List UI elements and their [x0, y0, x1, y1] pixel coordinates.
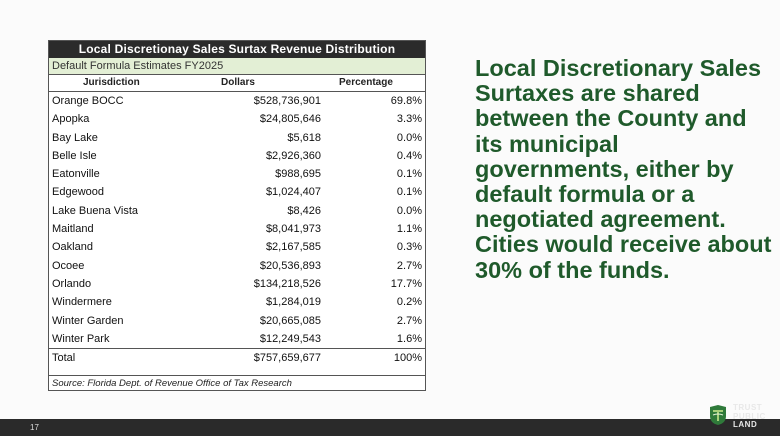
total-dollars: $757,659,677 — [253, 352, 321, 365]
cell-jurisdiction: Apopka — [52, 113, 90, 126]
cell-dollars: $528,736,901 — [253, 95, 321, 107]
table-row: Maitland $8,041,973 1.1% — [49, 220, 425, 238]
header-percentage: Percentage — [339, 77, 393, 88]
cell-percentage: 0.1% — [396, 168, 422, 181]
table-row: Edgewood $1,024,407 0.1% — [49, 183, 425, 201]
table-row: Belle Isle $2,926,360 0.4% — [49, 147, 425, 165]
cell-dollars: $5,618 — [287, 131, 321, 144]
table-row: Apopka $24,805,646 3.3% — [49, 110, 425, 128]
cell-dollars: $24,805,646 — [259, 113, 321, 126]
cell-dollars: $8,426 — [287, 204, 321, 217]
table-source-note: Source: Florida Dept. of Revenue Office … — [49, 375, 425, 390]
cell-percentage: 0.0% — [396, 131, 422, 144]
cell-dollars: $8,041,973 — [265, 223, 321, 236]
cell-jurisdiction: Edgewood — [52, 186, 104, 199]
cell-percentage: 0.1% — [396, 186, 422, 199]
table-row: Orlando $134,218,526 17.7% — [49, 275, 425, 293]
table-row: Winter Park $12,249,543 1.6% — [49, 330, 425, 348]
revenue-distribution-table: Local Discretionay Sales Surtax Revenue … — [48, 40, 426, 391]
logo-text: TRUST PUBLIC LAND — [733, 403, 766, 430]
cell-jurisdiction: Orange BOCC — [52, 95, 124, 107]
cell-dollars: $12,249,543 — [259, 332, 321, 345]
table-title: Local Discretionay Sales Surtax Revenue … — [49, 41, 425, 58]
table-row: Oakland $2,167,585 0.3% — [49, 238, 425, 256]
cell-percentage: 1.6% — [396, 332, 422, 345]
cell-jurisdiction: Bay Lake — [52, 131, 98, 144]
cell-jurisdiction: Winter Park — [52, 332, 110, 345]
table-row: Orange BOCC $528,736,901 69.8% — [49, 92, 425, 110]
cell-dollars: $20,536,893 — [259, 259, 321, 272]
table-row: Windermere $1,284,019 0.2% — [49, 293, 425, 311]
cell-percentage: 0.3% — [396, 241, 422, 254]
table-subtitle: Default Formula Estimates FY2025 — [49, 58, 425, 75]
cell-jurisdiction: Belle Isle — [52, 149, 97, 162]
header-jurisdiction: Jurisdiction — [83, 77, 140, 88]
table-header-row: Jurisdiction Dollars Percentage — [49, 75, 425, 92]
cell-jurisdiction: Ocoee — [52, 259, 85, 272]
logo: TRUST PUBLIC LAND — [708, 402, 774, 432]
cell-dollars: $134,218,526 — [253, 277, 321, 290]
trust-for-public-land-logo-icon — [710, 405, 726, 425]
slide-body-text: Local Discretionary Sales Surtaxes are s… — [475, 55, 772, 283]
cell-percentage: 69.8% — [390, 95, 422, 107]
cell-jurisdiction: Eatonville — [52, 168, 100, 181]
total-label: Total — [52, 352, 76, 365]
table-row: Eatonville $988,695 0.1% — [49, 165, 425, 183]
cell-jurisdiction: Orlando — [52, 277, 92, 290]
cell-jurisdiction: Oakland — [52, 241, 93, 254]
logo-text-line-3: LAND — [733, 420, 758, 429]
footer-bar: 17 — [0, 419, 780, 436]
cell-percentage: 2.7% — [396, 259, 422, 272]
cell-percentage: 0.4% — [396, 149, 422, 162]
cell-dollars: $2,167,585 — [265, 241, 321, 254]
cell-percentage: 1.1% — [396, 223, 422, 236]
cell-percentage: 0.0% — [396, 204, 422, 217]
page-number: 17 — [30, 423, 39, 432]
logo-text-line-1: TRUST — [733, 403, 763, 412]
cell-dollars: $1,024,407 — [265, 186, 321, 199]
cell-percentage: 17.7% — [390, 277, 422, 290]
cell-jurisdiction: Lake Buena Vista — [52, 204, 139, 217]
table-body: Orange BOCC $528,736,901 69.8% Apopka $24,80… — [49, 92, 425, 348]
cell-dollars: $1,284,019 — [265, 296, 321, 309]
total-percentage: 100% — [393, 352, 422, 365]
cell-dollars: $2,926,360 — [265, 149, 321, 162]
cell-percentage: 0.2% — [396, 296, 422, 309]
table-row: Bay Lake $5,618 0.0% — [49, 129, 425, 147]
header-dollars: Dollars — [221, 77, 255, 88]
cell-jurisdiction: Windermere — [52, 296, 112, 309]
cell-jurisdiction: Maitland — [52, 223, 94, 236]
table-row: Ocoee $20,536,893 2.7% — [49, 257, 425, 275]
logo-text-line-2: PUBLIC — [733, 411, 766, 421]
cell-dollars: $20,665,085 — [259, 314, 321, 327]
table-total-row: Total $757,659,677 100% — [49, 348, 425, 367]
cell-percentage: 2.7% — [396, 314, 422, 327]
table-row: Lake Buena Vista $8,426 0.0% — [49, 202, 425, 220]
cell-jurisdiction: Winter Garden — [52, 314, 124, 327]
table-row: Winter Garden $20,665,085 2.7% — [49, 312, 425, 330]
cell-dollars: $988,695 — [275, 168, 321, 181]
cell-percentage: 3.3% — [396, 113, 422, 126]
